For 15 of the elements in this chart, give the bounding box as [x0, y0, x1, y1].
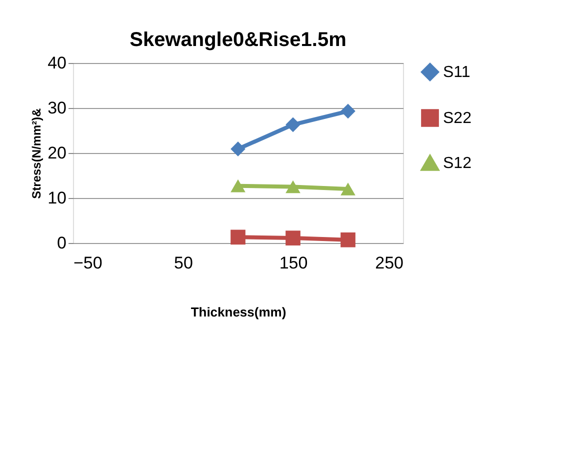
y-tick-label: 0	[57, 234, 66, 252]
x-tick-label: 50	[174, 254, 193, 272]
legend-label: S12	[443, 155, 472, 172]
x-tick-label: 250	[375, 254, 404, 272]
legend-label: S22	[443, 110, 472, 127]
y-tick-label: 40	[48, 54, 66, 72]
y-tick-label: 30	[48, 98, 66, 118]
y-tick-label: 20	[48, 144, 66, 162]
chart-title: Skewangle0&Rise1.5m	[130, 29, 346, 51]
y-axis-title: Stress(N/mm²)&	[30, 108, 44, 199]
y-tick-label: 10	[48, 188, 66, 208]
legend-label: S11	[443, 64, 470, 81]
x-tick-label: 150	[279, 254, 308, 272]
x-axis-title: Thickness(mm)	[190, 304, 286, 320]
x-tick-label: −50	[74, 254, 102, 272]
